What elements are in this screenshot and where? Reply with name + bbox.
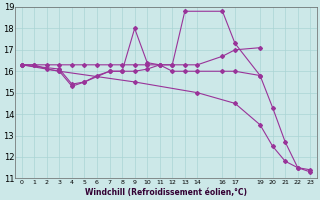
X-axis label: Windchill (Refroidissement éolien,°C): Windchill (Refroidissement éolien,°C) [85, 188, 247, 197]
